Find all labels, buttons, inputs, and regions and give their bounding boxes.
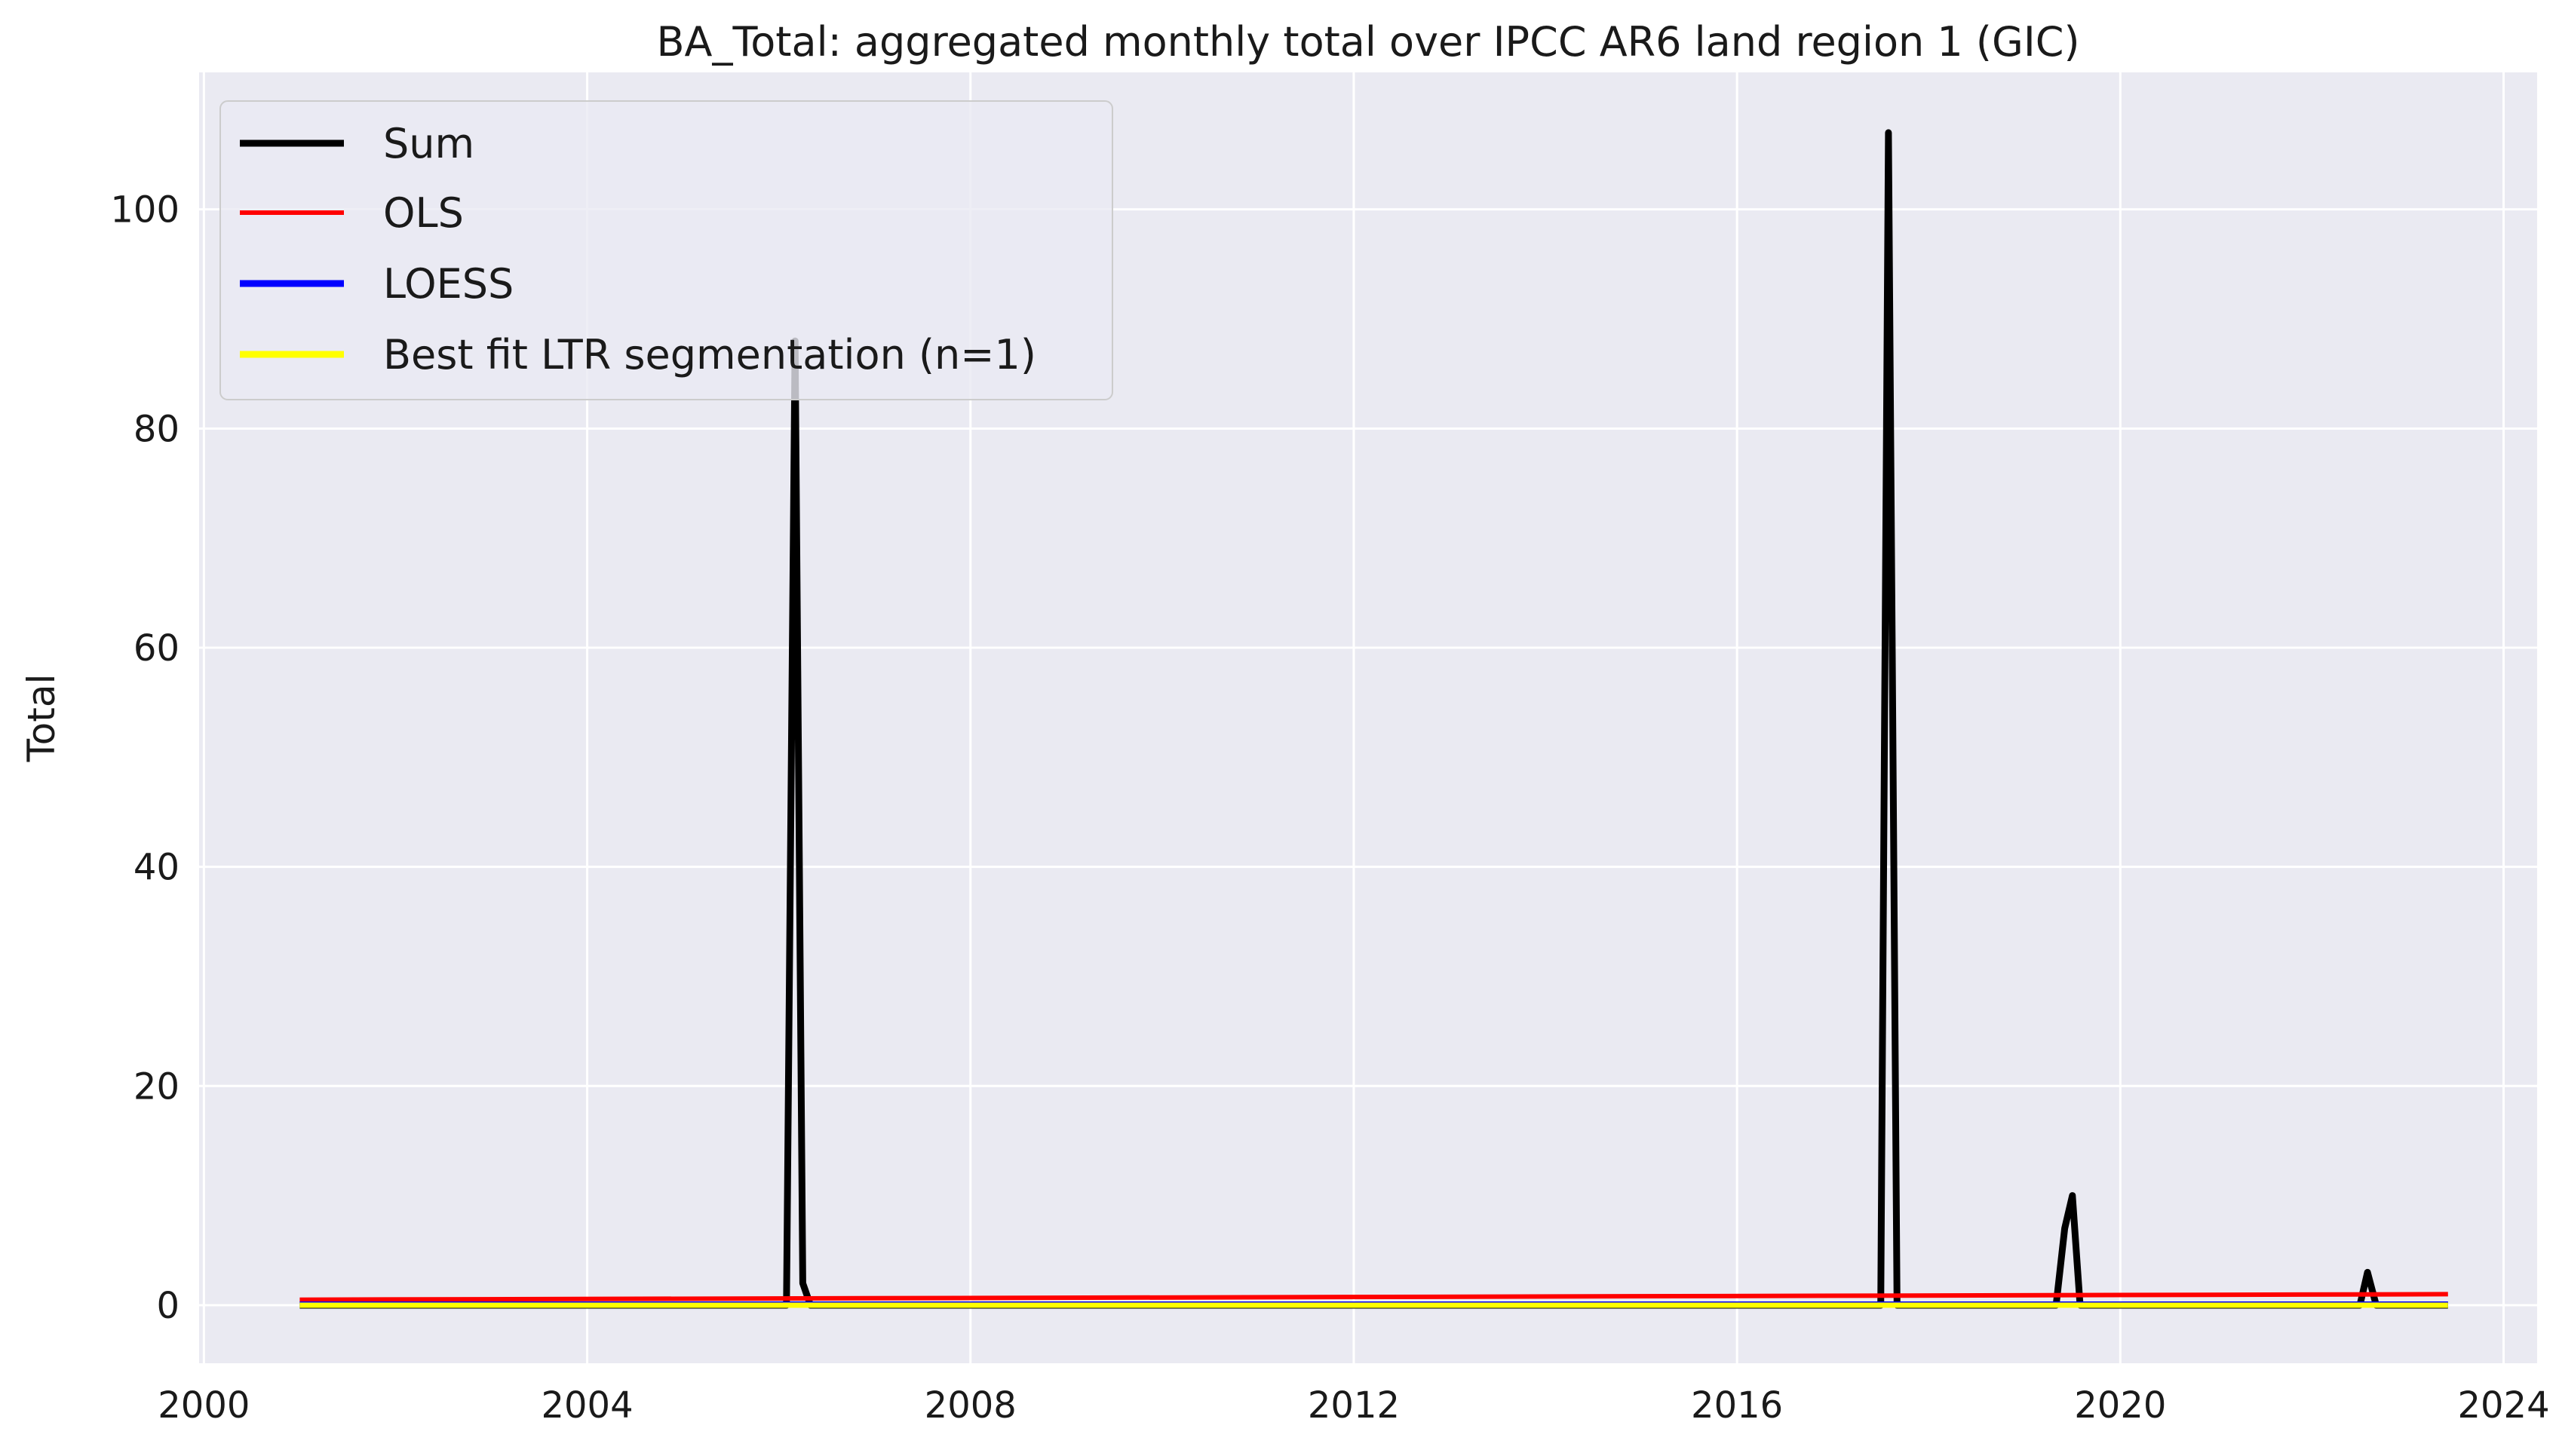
x-tick-label: 2000 bbox=[158, 1384, 250, 1427]
series-layer bbox=[299, 129, 2448, 1309]
x-tick-label: 2008 bbox=[925, 1384, 1017, 1427]
legend-box bbox=[219, 100, 1113, 400]
y-tick-label: 80 bbox=[133, 408, 179, 450]
y-tick-label: 40 bbox=[133, 847, 179, 889]
x-tick-label: 2004 bbox=[541, 1384, 633, 1427]
y-tick-label: 20 bbox=[133, 1065, 179, 1108]
tick-labels: 2000 2004 2008 2012 2016 2020 2024 0 20 40 60 80 100 bbox=[110, 189, 2549, 1427]
legend-label: Sum bbox=[383, 120, 474, 167]
legend-label: Best fit LTR segmentation (n=1) bbox=[383, 331, 1036, 379]
y-tick-label: 0 bbox=[156, 1285, 179, 1327]
legend: Sum OLS LOESS Best fit LTR segmentation (n=… bbox=[219, 100, 1113, 400]
x-tick-label: 2016 bbox=[1691, 1384, 1783, 1427]
legend-label: LOESS bbox=[383, 260, 514, 308]
y-axis-label: Total bbox=[20, 674, 63, 763]
series-line-2 bbox=[299, 1292, 2448, 1302]
y-tick-label: 100 bbox=[110, 189, 179, 231]
chart-title: BA_Total: aggregated monthly total over … bbox=[656, 18, 2079, 66]
x-tick-label: 2020 bbox=[2074, 1384, 2166, 1427]
legend-label: OLS bbox=[383, 189, 464, 237]
x-tick-label: 2012 bbox=[1308, 1384, 1400, 1427]
y-tick-label: 60 bbox=[133, 627, 179, 670]
x-tick-label: 2024 bbox=[2457, 1384, 2549, 1427]
